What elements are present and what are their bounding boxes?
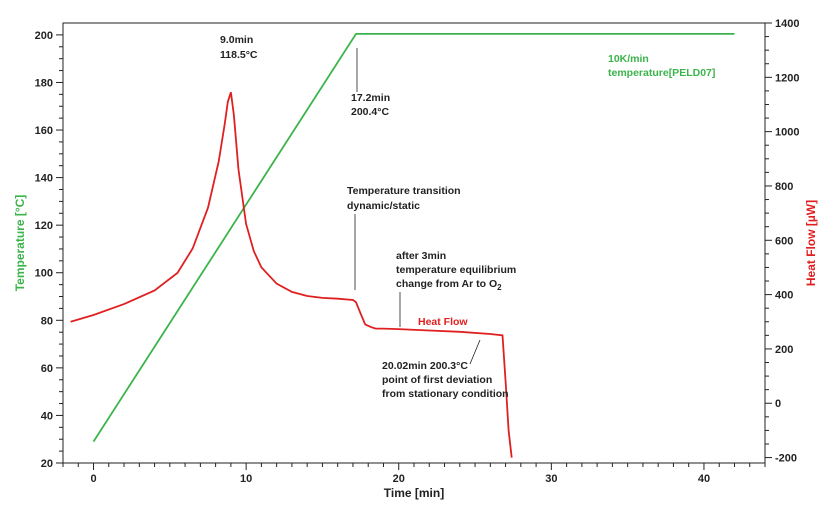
right-tick-label: 1400 — [775, 18, 799, 30]
right-tick-label: 0 — [775, 398, 781, 410]
right-tick-label: 1000 — [775, 127, 799, 139]
right-tick-label: 800 — [775, 181, 793, 193]
left-tick-label: 20 — [41, 458, 53, 470]
annotation-equil-line3-text: change from Ar to O — [396, 278, 497, 290]
x-tick-label: 30 — [545, 473, 557, 485]
annotation-ramp-end-temp: 200.4°C — [351, 106, 389, 118]
right-tick-label: -200 — [775, 453, 797, 465]
legend-heat-flow: Heat Flow — [418, 316, 468, 328]
annotation-equil-line2: temperature equilibrium — [396, 264, 516, 276]
left-axis-label: Temperature [°C] — [13, 195, 27, 292]
right-tick-label: 1200 — [775, 72, 799, 84]
left-tick-label: 80 — [41, 315, 53, 327]
left-tick-label: 140 — [35, 173, 53, 185]
x-tick-label: 40 — [698, 473, 710, 485]
right-tick-label: 200 — [775, 344, 793, 356]
x-axis-ticks: 0 10 20 30 40 — [62, 463, 766, 485]
left-tick-label: 160 — [35, 125, 53, 137]
x-axis-label: Time [min] — [384, 486, 444, 500]
annotation-ramp-end-time: 17.2min — [351, 92, 390, 104]
annotation-deviation-line1: 20.02min 200.3°C — [382, 360, 468, 372]
x-tick-label: 0 — [90, 473, 96, 485]
annotation-deviation-leader — [469, 339, 481, 365]
annotation-equil-line1: after 3min — [396, 250, 446, 262]
annotation-deviation-line2: point of first deviation — [382, 374, 492, 386]
legend-temperature-line1: 10K/min — [608, 53, 649, 65]
right-tick-label: 600 — [775, 235, 793, 247]
left-tick-label: 100 — [35, 268, 53, 280]
left-axis-ticks: 20 40 60 80 100 120 140 160 180 200 — [35, 30, 63, 470]
annotation-transition-line2: dynamic/static — [347, 200, 420, 212]
annotation-equil-line3: change from Ar to O2 — [396, 278, 502, 292]
right-axis-ticks: -200 0 200 400 600 800 1000 1200 1400 — [765, 18, 799, 465]
left-tick-label: 180 — [35, 77, 53, 89]
right-axis-label: Heat Flow [µW] — [804, 200, 818, 286]
annotation-peak-time: 9.0min — [220, 34, 253, 46]
series-heat-flow-line — [70, 92, 513, 458]
series-temperature-line — [92, 33, 735, 443]
annotation-equil-subscript: 2 — [497, 283, 502, 292]
x-tick-label: 10 — [240, 473, 252, 485]
left-tick-label: 200 — [35, 30, 53, 42]
left-tick-label: 40 — [41, 410, 53, 422]
annotation-peak-temp: 118.5°C — [220, 49, 258, 61]
annotation-deviation-line3: from stationary condition — [382, 388, 509, 400]
annotation-transition-line1: Temperature transition — [347, 185, 461, 197]
left-tick-label: 120 — [35, 220, 53, 232]
legend-temperature-line2: temperature[PELD07] — [608, 67, 715, 79]
right-tick-label: 400 — [775, 290, 793, 302]
left-tick-label: 60 — [41, 363, 53, 375]
x-tick-label: 20 — [393, 473, 405, 485]
